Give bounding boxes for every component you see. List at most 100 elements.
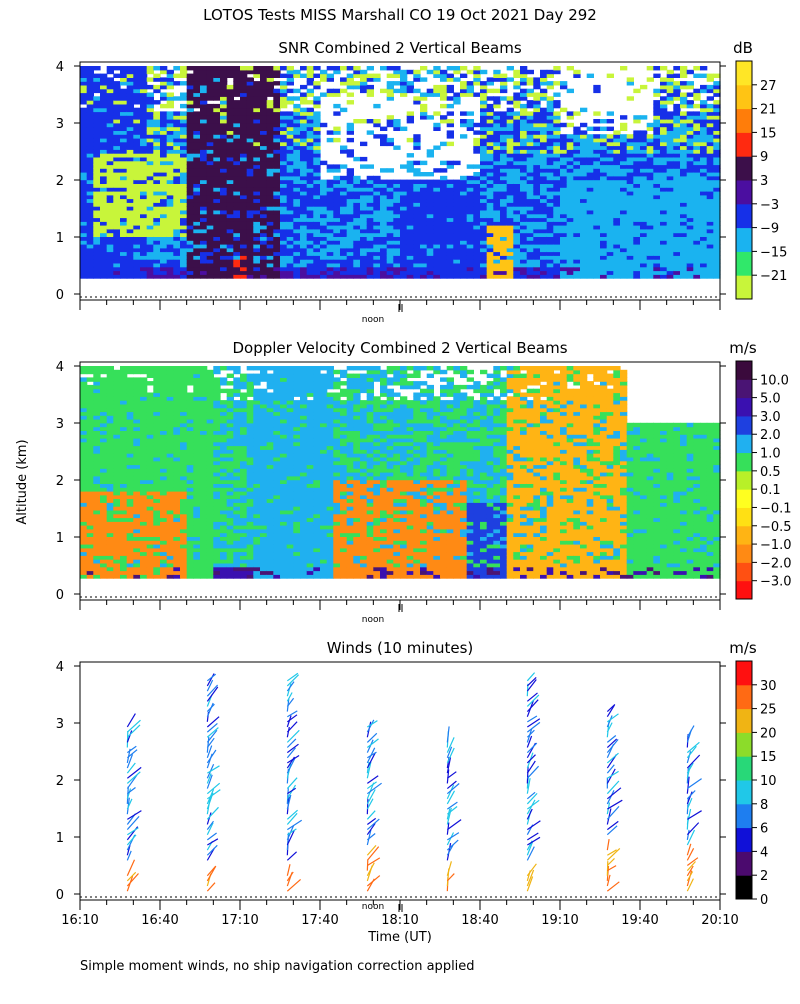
heatmap-cell [373,187,380,191]
heatmap-cell [93,544,100,548]
heatmap-cell [87,274,94,278]
heatmap-cell [647,187,654,191]
heatmap-cell [147,85,154,89]
heatmap-cell [407,240,414,244]
heatmap-cell [527,210,534,214]
heatmap-cell [127,93,134,97]
heatmap-cell [307,134,314,138]
heatmap-cell [273,206,280,210]
heatmap-cell [347,127,354,131]
heatmap-cell [120,176,127,180]
heatmap-cell [187,187,194,191]
heatmap-cell [173,161,180,165]
heatmap-cell [707,157,714,161]
heatmap-cell [507,149,514,153]
heatmap-cell [240,146,247,150]
heatmap-cell [187,267,194,271]
heatmap-cell [93,214,100,218]
heatmap-cell [113,370,120,374]
heatmap-cell [507,66,514,70]
heatmap-cell [187,233,194,237]
heatmap-cell [693,210,700,214]
heatmap-cell [520,187,527,191]
heatmap-cell [473,138,480,142]
heatmap-cell [513,240,520,244]
heatmap-cell [513,233,520,237]
heatmap-cell [267,85,274,89]
heatmap-cell [513,259,520,263]
heatmap-cell [313,123,320,127]
heatmap-cell [373,210,380,214]
heatmap-cell [640,210,647,214]
heatmap-cell [120,70,127,74]
heatmap-cell [693,119,700,123]
heatmap-cell [93,100,100,104]
heatmap-cell [420,210,427,214]
heatmap-cell [193,206,200,210]
heatmap-cell [113,544,120,548]
heatmap-cell [113,559,120,563]
heatmap-cell [413,134,420,138]
heatmap-cell [573,183,580,187]
heatmap-cell [460,191,467,195]
heatmap-cell [167,263,174,267]
heatmap-cell [107,96,114,100]
heatmap-cell [580,229,587,233]
heatmap-cell [100,274,107,278]
heatmap-cell [567,267,574,271]
heatmap-cell [173,81,180,85]
heatmap-cell [600,153,607,157]
heatmap-cell [633,199,640,203]
heatmap-cell [347,259,354,263]
heatmap-cell [120,461,127,465]
heatmap-cell [87,89,94,93]
heatmap-cell [700,274,707,278]
heatmap-cell [80,267,87,271]
heatmap-cell [627,210,634,214]
heatmap-cell [553,168,560,172]
heatmap-cell [647,161,654,165]
heatmap-cell [500,214,507,218]
heatmap-cell [600,202,607,206]
heatmap-cell [127,218,134,222]
heatmap-cell [573,172,580,176]
heatmap-cell [227,172,234,176]
heatmap-cell [187,199,194,203]
heatmap-cell [493,111,500,115]
heatmap-cell [380,236,387,240]
heatmap-cell [307,206,314,210]
heatmap-cell [260,157,267,161]
heatmap-cell [613,252,620,256]
heatmap-cell [453,210,460,214]
heatmap-cell [493,77,500,81]
heatmap-cell [133,252,140,256]
heatmap-cell [180,210,187,214]
heatmap-cell [93,563,100,567]
heatmap-cell [553,236,560,240]
heatmap-cell [167,240,174,244]
heatmap-cell [400,252,407,256]
heatmap-cell [80,274,87,278]
heatmap-cell [273,149,280,153]
heatmap-cell [87,172,94,176]
heatmap-cell [193,236,200,240]
heatmap-cell [167,271,174,275]
heatmap-cell [627,271,634,275]
heatmap-cell [553,229,560,233]
heatmap-cell [333,70,340,74]
heatmap-cell [133,134,140,138]
heatmap-cell [353,183,360,187]
heatmap-cell [253,153,260,157]
heatmap-cell [113,96,120,100]
heatmap-cell [113,419,120,423]
heatmap-cell [100,453,107,457]
heatmap-cell [207,157,214,161]
heatmap-cell [293,202,300,206]
heatmap-cell [107,529,114,533]
heatmap-cell [147,153,154,157]
heatmap-cell [353,236,360,240]
heatmap-cell [133,66,140,70]
heatmap-cell [533,119,540,123]
heatmap-cell [100,525,107,529]
heatmap-cell [87,214,94,218]
